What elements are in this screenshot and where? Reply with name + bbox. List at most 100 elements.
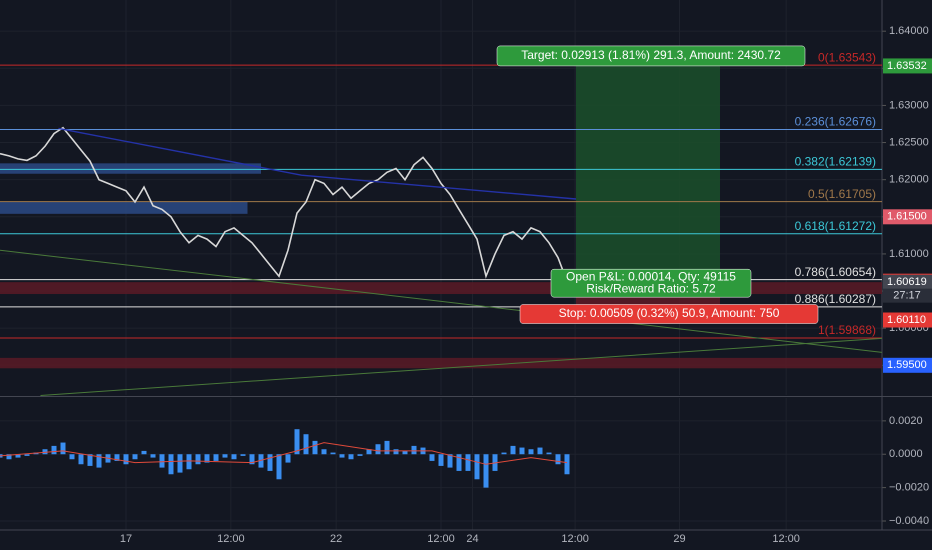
y-tick-label: 1.62000 (889, 174, 929, 186)
histogram-bar (150, 454, 156, 458)
histogram-bar (402, 450, 408, 455)
zone (0, 201, 248, 214)
price-marker (883, 209, 932, 225)
price-marker (883, 357, 932, 373)
x-tick-label: 12:00 (561, 533, 589, 545)
fib-label: 0.5(1.61705) (808, 187, 876, 201)
histogram-bar (312, 440, 318, 455)
histogram-bar (213, 454, 219, 461)
position-label-box (519, 304, 819, 324)
fib-label: 0(1.63543) (818, 50, 876, 64)
price-marker-label: 1.63532 (887, 60, 927, 72)
position-label: Target: 0.02913 (1.81%) 291.3, Amount: 2… (521, 48, 781, 62)
histogram-bar (168, 454, 174, 475)
histogram-bar (465, 454, 471, 471)
histogram-bar (276, 454, 282, 480)
price-marker-label: 1.60619 (887, 276, 927, 288)
price-marker (883, 312, 932, 328)
signal-line (0, 442, 568, 465)
histogram-bar (249, 454, 255, 465)
trendline (0, 249, 883, 353)
histogram-bar (483, 454, 489, 488)
zone (0, 357, 882, 369)
histogram-bar (123, 454, 129, 465)
histogram-bar (258, 454, 264, 468)
histogram-bar (159, 454, 165, 468)
histogram-bar (564, 454, 570, 475)
histogram-bar (510, 445, 516, 455)
histogram-bar (132, 454, 138, 460)
histogram-bar (303, 434, 309, 455)
y-tick-label: 1.61000 (889, 248, 929, 260)
histogram-bar (393, 449, 399, 455)
y-tick-label: 0.0000 (889, 448, 923, 460)
histogram-bar (438, 454, 444, 466)
histogram-bar (375, 444, 381, 455)
x-tick-label: 12:00 (772, 533, 800, 545)
x-tick-label: 12:00 (427, 533, 455, 545)
histogram-bar (294, 429, 300, 455)
histogram-bar (339, 454, 345, 458)
y-tick-label: 1.62500 (889, 136, 929, 148)
histogram-bar (366, 449, 372, 455)
histogram-bar (24, 454, 30, 456)
histogram-bar (537, 447, 543, 455)
histogram-bar (186, 454, 192, 470)
fib-label: 0.618(1.61272) (795, 219, 876, 233)
histogram-bar (330, 452, 336, 455)
countdown-box (883, 288, 932, 303)
histogram-bar (555, 454, 561, 465)
histogram-bar (15, 454, 21, 458)
histogram-bar (456, 454, 462, 471)
x-tick-label: 17 (120, 533, 132, 545)
histogram-bar (204, 454, 210, 463)
fib-label: 1(1.59868) (818, 323, 876, 337)
histogram-bar (231, 454, 237, 460)
price-marker-label: 1.61500 (887, 211, 927, 223)
y-tick-label: 1.64000 (889, 25, 929, 37)
histogram-bar (429, 454, 435, 461)
y-tick-label: 1.63000 (889, 99, 929, 111)
price-line (58, 127, 577, 200)
target-zone (576, 65, 720, 282)
position-label: Risk/Reward Ratio: 5.72 (586, 281, 716, 295)
position-label-box (496, 45, 806, 67)
zone (0, 163, 261, 174)
y-tick-label: 0.0020 (889, 415, 923, 427)
countdown: 27:17 (893, 290, 921, 302)
position-label: Stop: 0.00509 (0.32%) 50.9, Amount: 750 (559, 306, 780, 320)
histogram-bar (474, 454, 480, 480)
histogram-bar (141, 450, 147, 455)
y-tick-label: −0.0040 (889, 515, 929, 527)
fib-label: 0.382(1.62139) (795, 155, 876, 169)
price-marker (883, 274, 932, 290)
fib-label: 0.786(1.60654) (795, 265, 876, 279)
position-label-box (550, 268, 752, 298)
histogram-bar (195, 454, 201, 465)
position-label: Open P&L: 0.00014, Qty: 49115 (566, 269, 736, 283)
histogram-bar (78, 454, 84, 465)
histogram-bar (321, 449, 327, 455)
histogram-bar (267, 454, 273, 471)
price-marker-label: 1.60110 (887, 314, 926, 326)
histogram-bar (69, 454, 75, 460)
histogram-bar (447, 454, 453, 468)
x-tick-label: 29 (673, 533, 685, 545)
price-marker-label: 1.59500 (887, 359, 927, 371)
x-tick-label: 24 (466, 533, 478, 545)
trendline (40, 337, 883, 396)
histogram-bar (6, 454, 12, 460)
histogram-bar (528, 449, 534, 455)
fib-label: 0.236(1.62676) (795, 115, 876, 129)
fib-label: 0.886(1.60287) (795, 292, 876, 306)
histogram-bar (87, 454, 93, 466)
histogram-bar (60, 442, 66, 455)
histogram-bar (177, 454, 183, 473)
x-tick-label: 12:00 (217, 533, 245, 545)
price-marker (883, 58, 932, 74)
histogram-bar (546, 452, 552, 455)
histogram-bar (96, 454, 102, 468)
histogram-bar (519, 447, 525, 455)
